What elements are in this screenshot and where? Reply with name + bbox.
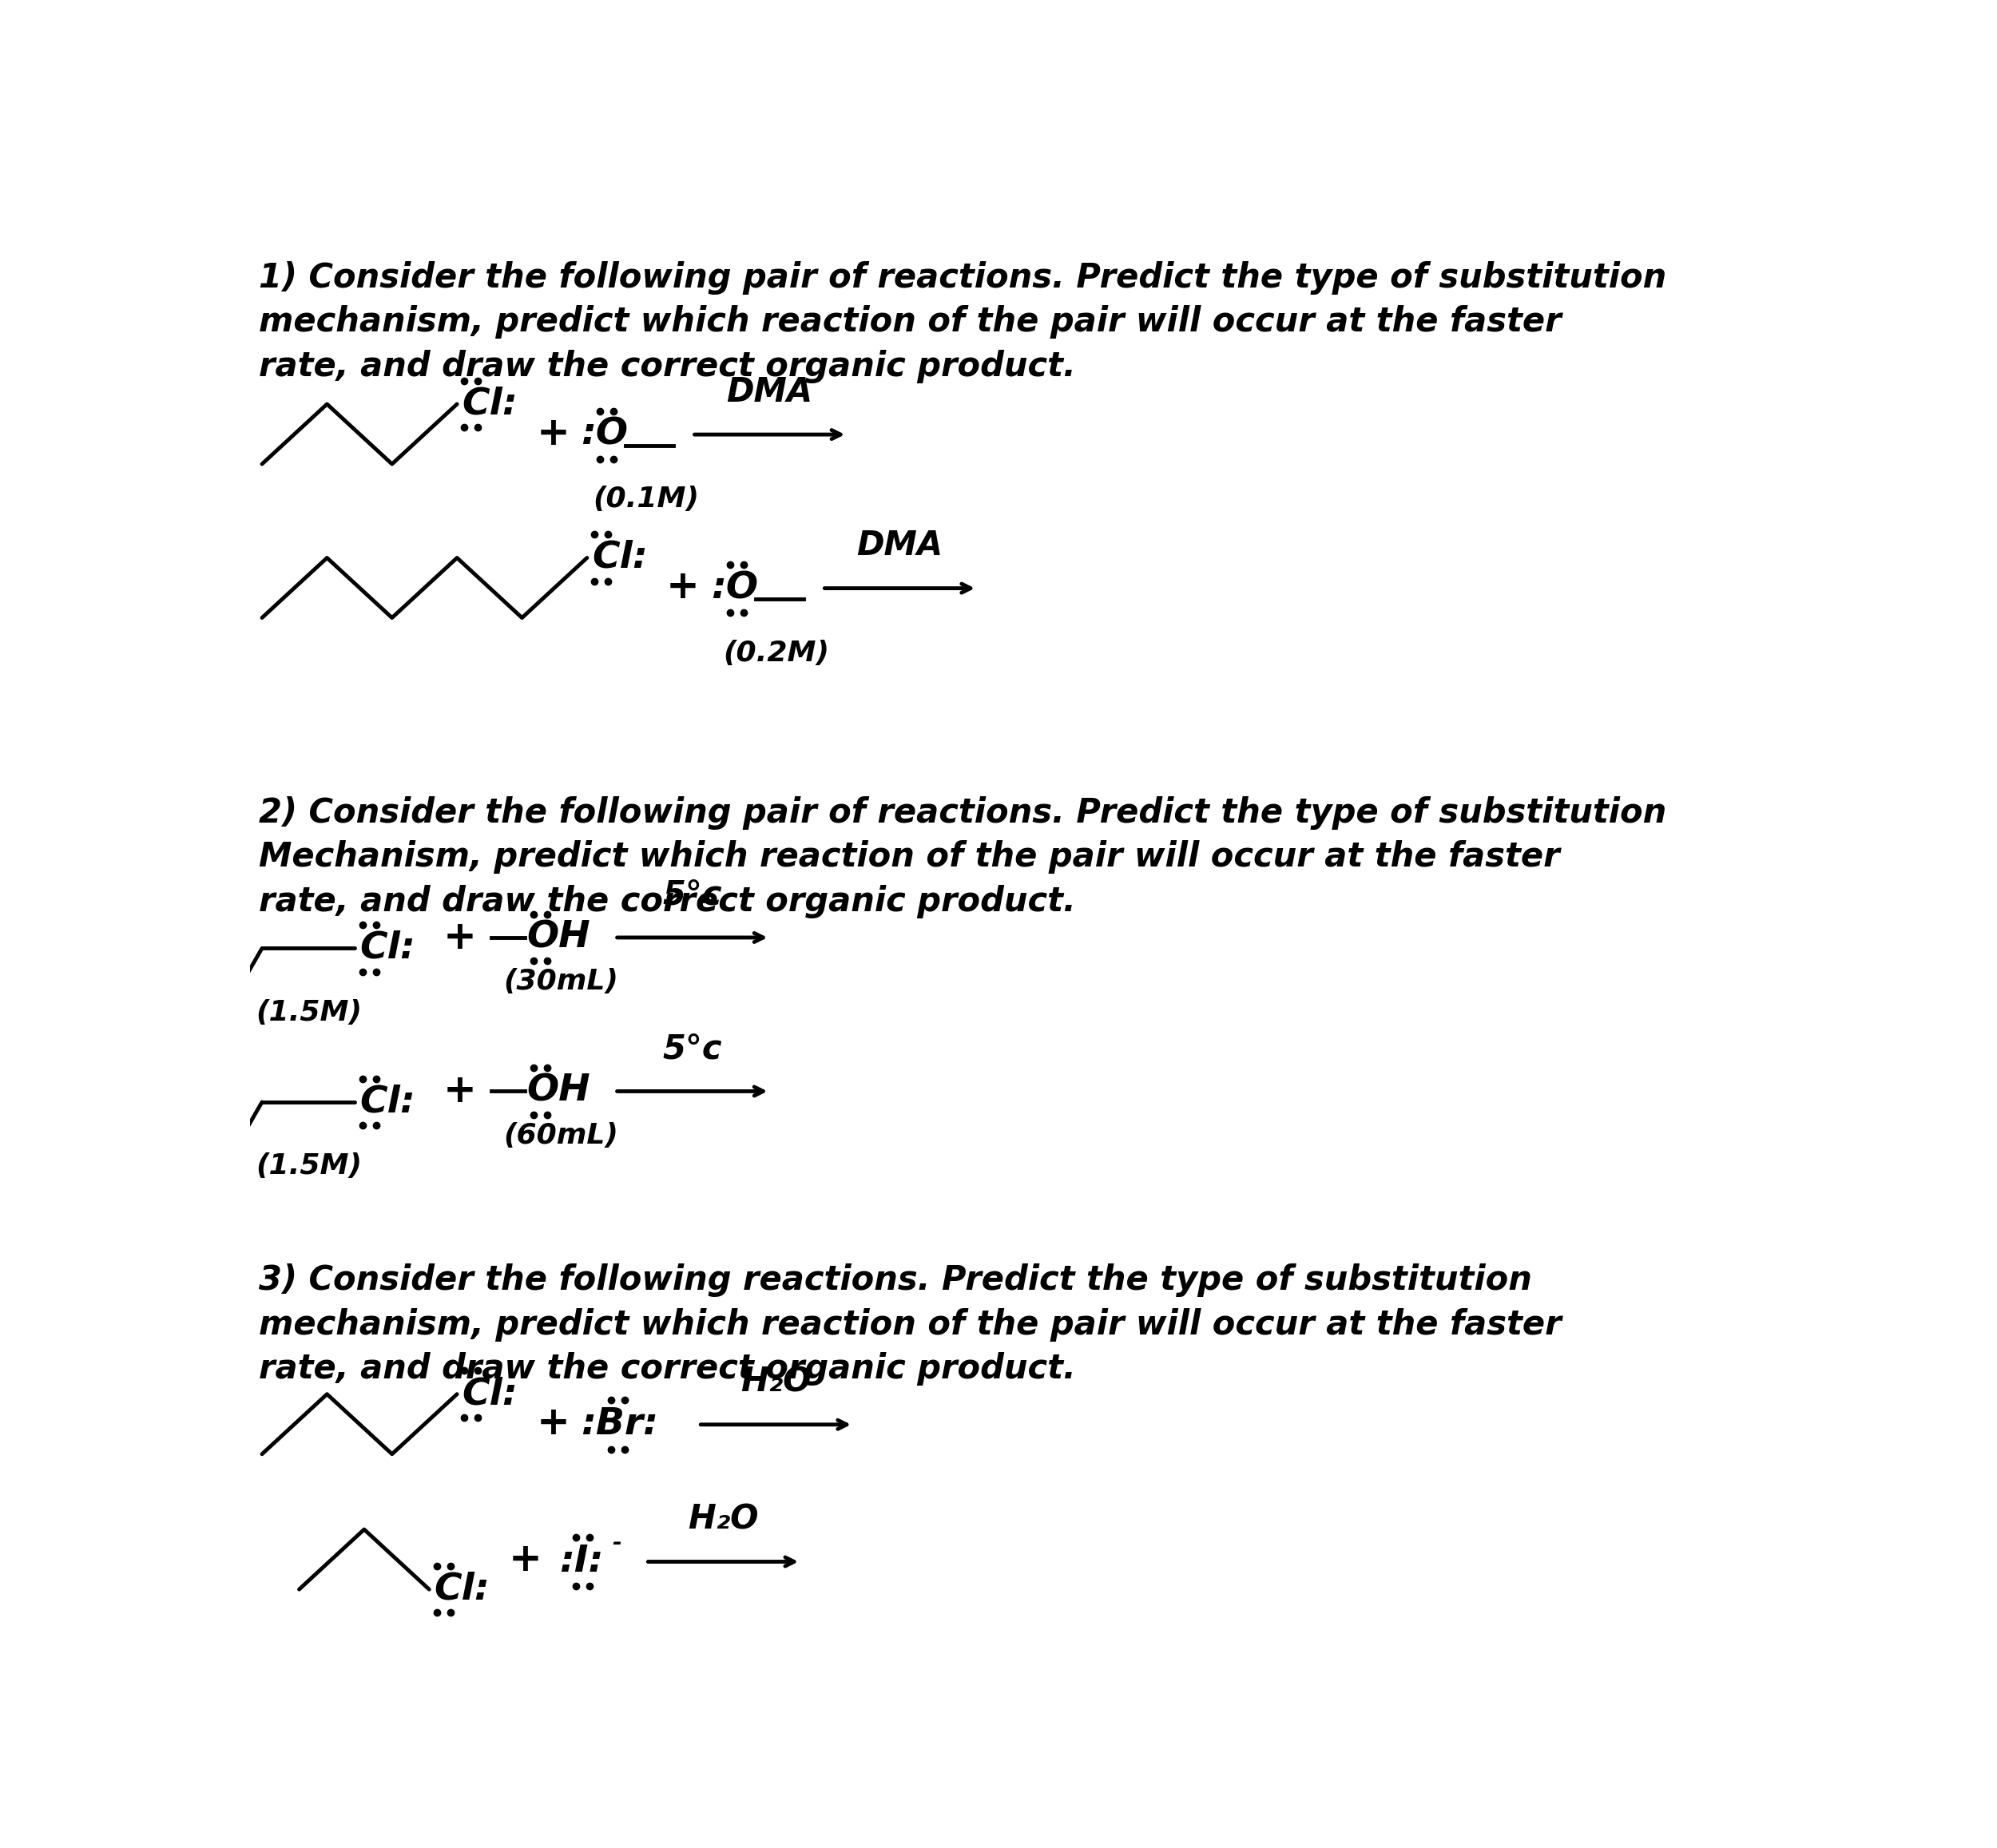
Text: rate, and draw the correct organic product.: rate, and draw the correct organic produ… <box>260 349 1076 383</box>
Text: +: + <box>443 918 477 957</box>
Text: +: + <box>667 567 699 606</box>
Text: 1) Consider the following pair of reactions. Predict the type of substitution: 1) Consider the following pair of reacti… <box>260 261 1667 294</box>
Text: (30mL): (30mL) <box>503 968 619 996</box>
Text: :I:: :I: <box>559 1543 603 1580</box>
Text: Mechanism, predict which reaction of the pair will occur at the faster: Mechanism, predict which reaction of the… <box>260 841 1560 874</box>
Text: Cl:: Cl: <box>461 1377 517 1412</box>
Text: -: - <box>611 1532 621 1554</box>
Text: H₂O: H₂O <box>687 1502 759 1536</box>
Text: :O: :O <box>581 416 627 453</box>
Text: Cl:: Cl: <box>359 930 415 967</box>
Text: OH: OH <box>527 1074 591 1109</box>
Text: :O: :O <box>711 571 759 606</box>
Text: Cl:: Cl: <box>461 386 517 421</box>
Text: Cl:: Cl: <box>591 540 647 577</box>
Text: +: + <box>443 1072 477 1111</box>
Text: 3) Consider the following reactions. Predict the type of substitution: 3) Consider the following reactions. Pre… <box>260 1264 1532 1297</box>
Text: (60mL): (60mL) <box>503 1122 619 1149</box>
Text: rate, and draw the correct organic product.: rate, and draw the correct organic produ… <box>260 885 1076 918</box>
Text: Cl:: Cl: <box>359 1085 415 1120</box>
Text: H₂O: H₂O <box>741 1366 811 1399</box>
Text: mechanism, predict which reaction of the pair will occur at the faster: mechanism, predict which reaction of the… <box>260 305 1562 338</box>
Text: +: + <box>537 414 569 453</box>
Text: (1.5M): (1.5M) <box>256 1153 361 1179</box>
Text: 5°c: 5°c <box>663 878 723 911</box>
Text: 2) Consider the following pair of reactions. Predict the type of substitution: 2) Consider the following pair of reacti… <box>260 796 1667 830</box>
Text: (1.5M): (1.5M) <box>256 1000 361 1026</box>
Text: +: + <box>509 1541 541 1578</box>
Text: +: + <box>537 1404 569 1443</box>
Text: (0.1M): (0.1M) <box>593 486 699 512</box>
Text: DMA: DMA <box>857 529 943 562</box>
Text: 5°c: 5°c <box>663 1031 723 1066</box>
Text: DMA: DMA <box>727 375 813 408</box>
Text: OH: OH <box>527 920 591 955</box>
Text: rate, and draw the correct organic product.: rate, and draw the correct organic produ… <box>260 1353 1076 1386</box>
Text: Cl:: Cl: <box>433 1571 489 1608</box>
Text: :Br:: :Br: <box>581 1406 659 1443</box>
Text: mechanism, predict which reaction of the pair will occur at the faster: mechanism, predict which reaction of the… <box>260 1308 1562 1342</box>
Text: (0.2M): (0.2M) <box>723 639 829 667</box>
